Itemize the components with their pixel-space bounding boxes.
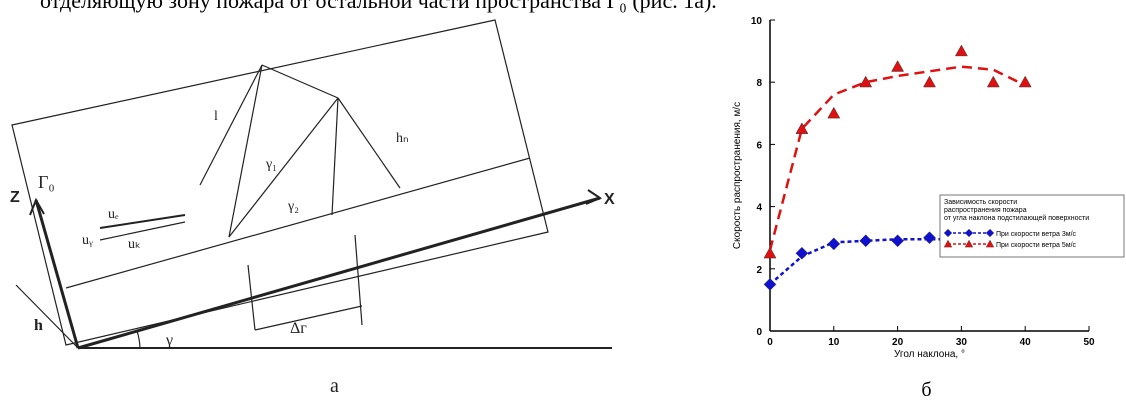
angle-arc bbox=[137, 331, 140, 348]
data-point bbox=[924, 232, 936, 244]
diagram bbox=[12, 20, 612, 348]
body-text: отделяющую зону пожара от остальной част… bbox=[40, 0, 717, 13]
x-tick-label: 30 bbox=[956, 337, 968, 348]
data-point bbox=[892, 61, 904, 72]
y-tick-label: 6 bbox=[756, 140, 762, 151]
caption: б bbox=[921, 379, 931, 401]
dim-line bbox=[255, 306, 362, 330]
arrow bbox=[100, 222, 185, 240]
legend-label: При скорости ветра 3м/с bbox=[996, 231, 1077, 238]
y-tick-label: 4 bbox=[756, 203, 762, 214]
data-point bbox=[764, 247, 776, 258]
label: uₑ bbox=[108, 207, 119, 222]
figure: отделяющую зону пожара от остальной част… bbox=[0, 0, 1126, 401]
x-axis bbox=[78, 198, 600, 348]
data-point bbox=[828, 238, 840, 250]
data-point bbox=[796, 247, 808, 259]
legend-title: распространения пожара bbox=[944, 207, 1027, 214]
label: uₖ bbox=[128, 237, 141, 252]
legend-title: от угла наклона подстилающей поверхности bbox=[944, 214, 1089, 222]
legend-title: Зависимость скорости bbox=[944, 199, 1017, 206]
x-tick-label: 50 bbox=[1083, 337, 1095, 348]
data-point bbox=[924, 76, 936, 87]
page: отделяющую зону пожара от остальной част… bbox=[0, 0, 1126, 401]
y-tick-label: 0 bbox=[756, 327, 762, 338]
x-tick-label: 40 bbox=[1020, 337, 1032, 348]
label: uᵧ bbox=[82, 233, 93, 248]
data-point bbox=[1019, 76, 1031, 87]
data-point bbox=[892, 235, 904, 247]
dim-line bbox=[355, 235, 362, 325]
y-tick-label: 8 bbox=[756, 78, 762, 89]
data-point bbox=[955, 45, 967, 56]
data-point bbox=[860, 235, 872, 247]
dim-line bbox=[200, 65, 262, 185]
caption: а bbox=[330, 375, 339, 397]
label: Z bbox=[10, 189, 20, 206]
label: γ bbox=[165, 332, 173, 349]
x-tick-label: 20 bbox=[892, 337, 904, 348]
label: γ₂ bbox=[287, 199, 299, 214]
x-tick-label: 0 bbox=[767, 337, 773, 348]
chart: 0 10 20 30 40 50 0 2 4 6 8 10 Угол наклона, ° Скорост… bbox=[732, 16, 1124, 401]
domain-box bbox=[12, 20, 548, 345]
data-point bbox=[987, 76, 999, 87]
legend-label: При скорости ветра 5м/с bbox=[996, 242, 1077, 249]
x-axis-label: Угол наклона, ° bbox=[894, 349, 965, 360]
y-tick-label: 2 bbox=[756, 265, 762, 276]
flame-line bbox=[332, 98, 338, 215]
label: Γ₀ bbox=[38, 172, 55, 192]
label: h bbox=[34, 317, 43, 334]
flame-line bbox=[229, 65, 262, 237]
label: hₙ bbox=[396, 131, 409, 146]
label: Δг bbox=[290, 320, 307, 337]
label: l bbox=[214, 109, 218, 124]
data-point bbox=[764, 278, 776, 290]
y-tick-label: 10 bbox=[751, 16, 763, 27]
diagram-labels: Γ₀ l hₙ γ₁ γ₂ Z X uₑ uᵧ uₖ h Δг γ а bbox=[10, 109, 615, 397]
label: X bbox=[604, 191, 615, 208]
x-tick-label: 10 bbox=[828, 337, 840, 348]
label: γ₁ bbox=[265, 157, 277, 172]
y-axis-label: Скорость распространения, м/с bbox=[732, 102, 743, 249]
dim-line bbox=[338, 98, 400, 188]
data-point bbox=[828, 107, 840, 118]
flame-line bbox=[262, 65, 338, 98]
